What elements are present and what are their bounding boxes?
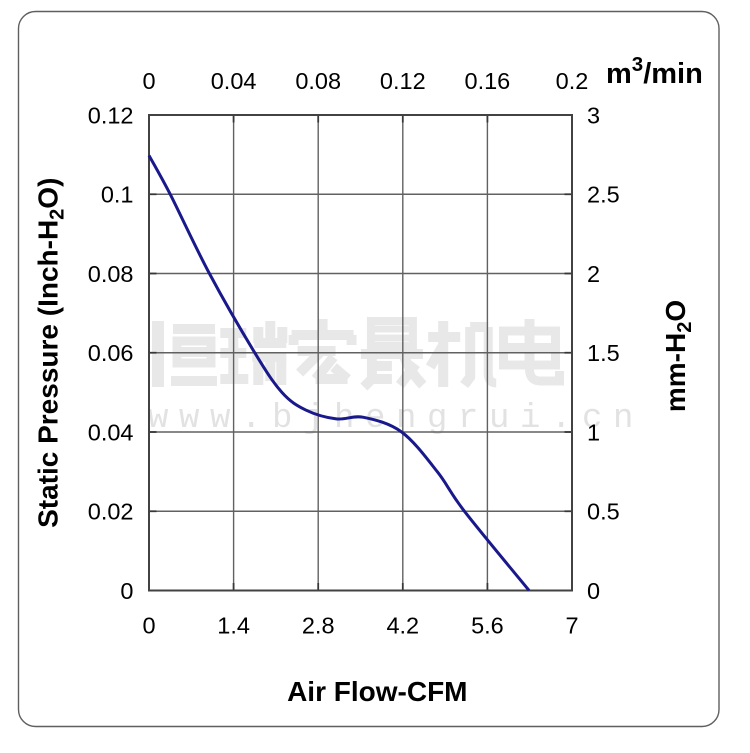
svg-text:0.06: 0.06	[88, 340, 134, 366]
svg-text:0: 0	[120, 578, 133, 604]
svg-text:2.5: 2.5	[587, 182, 620, 208]
svg-text:0.12: 0.12	[88, 102, 134, 128]
svg-text:5.6: 5.6	[471, 613, 504, 639]
svg-text:3: 3	[587, 102, 600, 128]
svg-text:0: 0	[142, 613, 155, 639]
svg-text:0.04: 0.04	[88, 419, 134, 445]
svg-text:m3/min: m3/min	[606, 53, 703, 90]
svg-text:0.5: 0.5	[587, 499, 620, 525]
svg-text:7: 7	[565, 613, 578, 639]
svg-text:0.08: 0.08	[88, 261, 134, 287]
svg-text:Static Pressure (Inch-H2O): Static Pressure (Inch-H2O)	[33, 178, 69, 528]
svg-text:2: 2	[587, 261, 600, 287]
svg-text:0.04: 0.04	[211, 68, 257, 94]
svg-text:0: 0	[587, 578, 600, 604]
svg-text:0.16: 0.16	[465, 68, 511, 94]
svg-text:1.4: 1.4	[217, 613, 250, 639]
svg-text:4.2: 4.2	[386, 613, 419, 639]
svg-text:Air Flow-CFM: Air Flow-CFM	[287, 676, 467, 707]
svg-text:0.2: 0.2	[556, 68, 589, 94]
svg-text:1: 1	[587, 419, 600, 445]
svg-text:0.08: 0.08	[295, 68, 341, 94]
svg-text:0.1: 0.1	[101, 182, 134, 208]
svg-text:2.8: 2.8	[302, 613, 335, 639]
svg-text:0: 0	[142, 68, 155, 94]
svg-text:1.5: 1.5	[587, 340, 620, 366]
svg-text:0.12: 0.12	[380, 68, 426, 94]
svg-text:0.02: 0.02	[88, 499, 134, 525]
svg-text:mm-H2O: mm-H2O	[660, 300, 696, 412]
